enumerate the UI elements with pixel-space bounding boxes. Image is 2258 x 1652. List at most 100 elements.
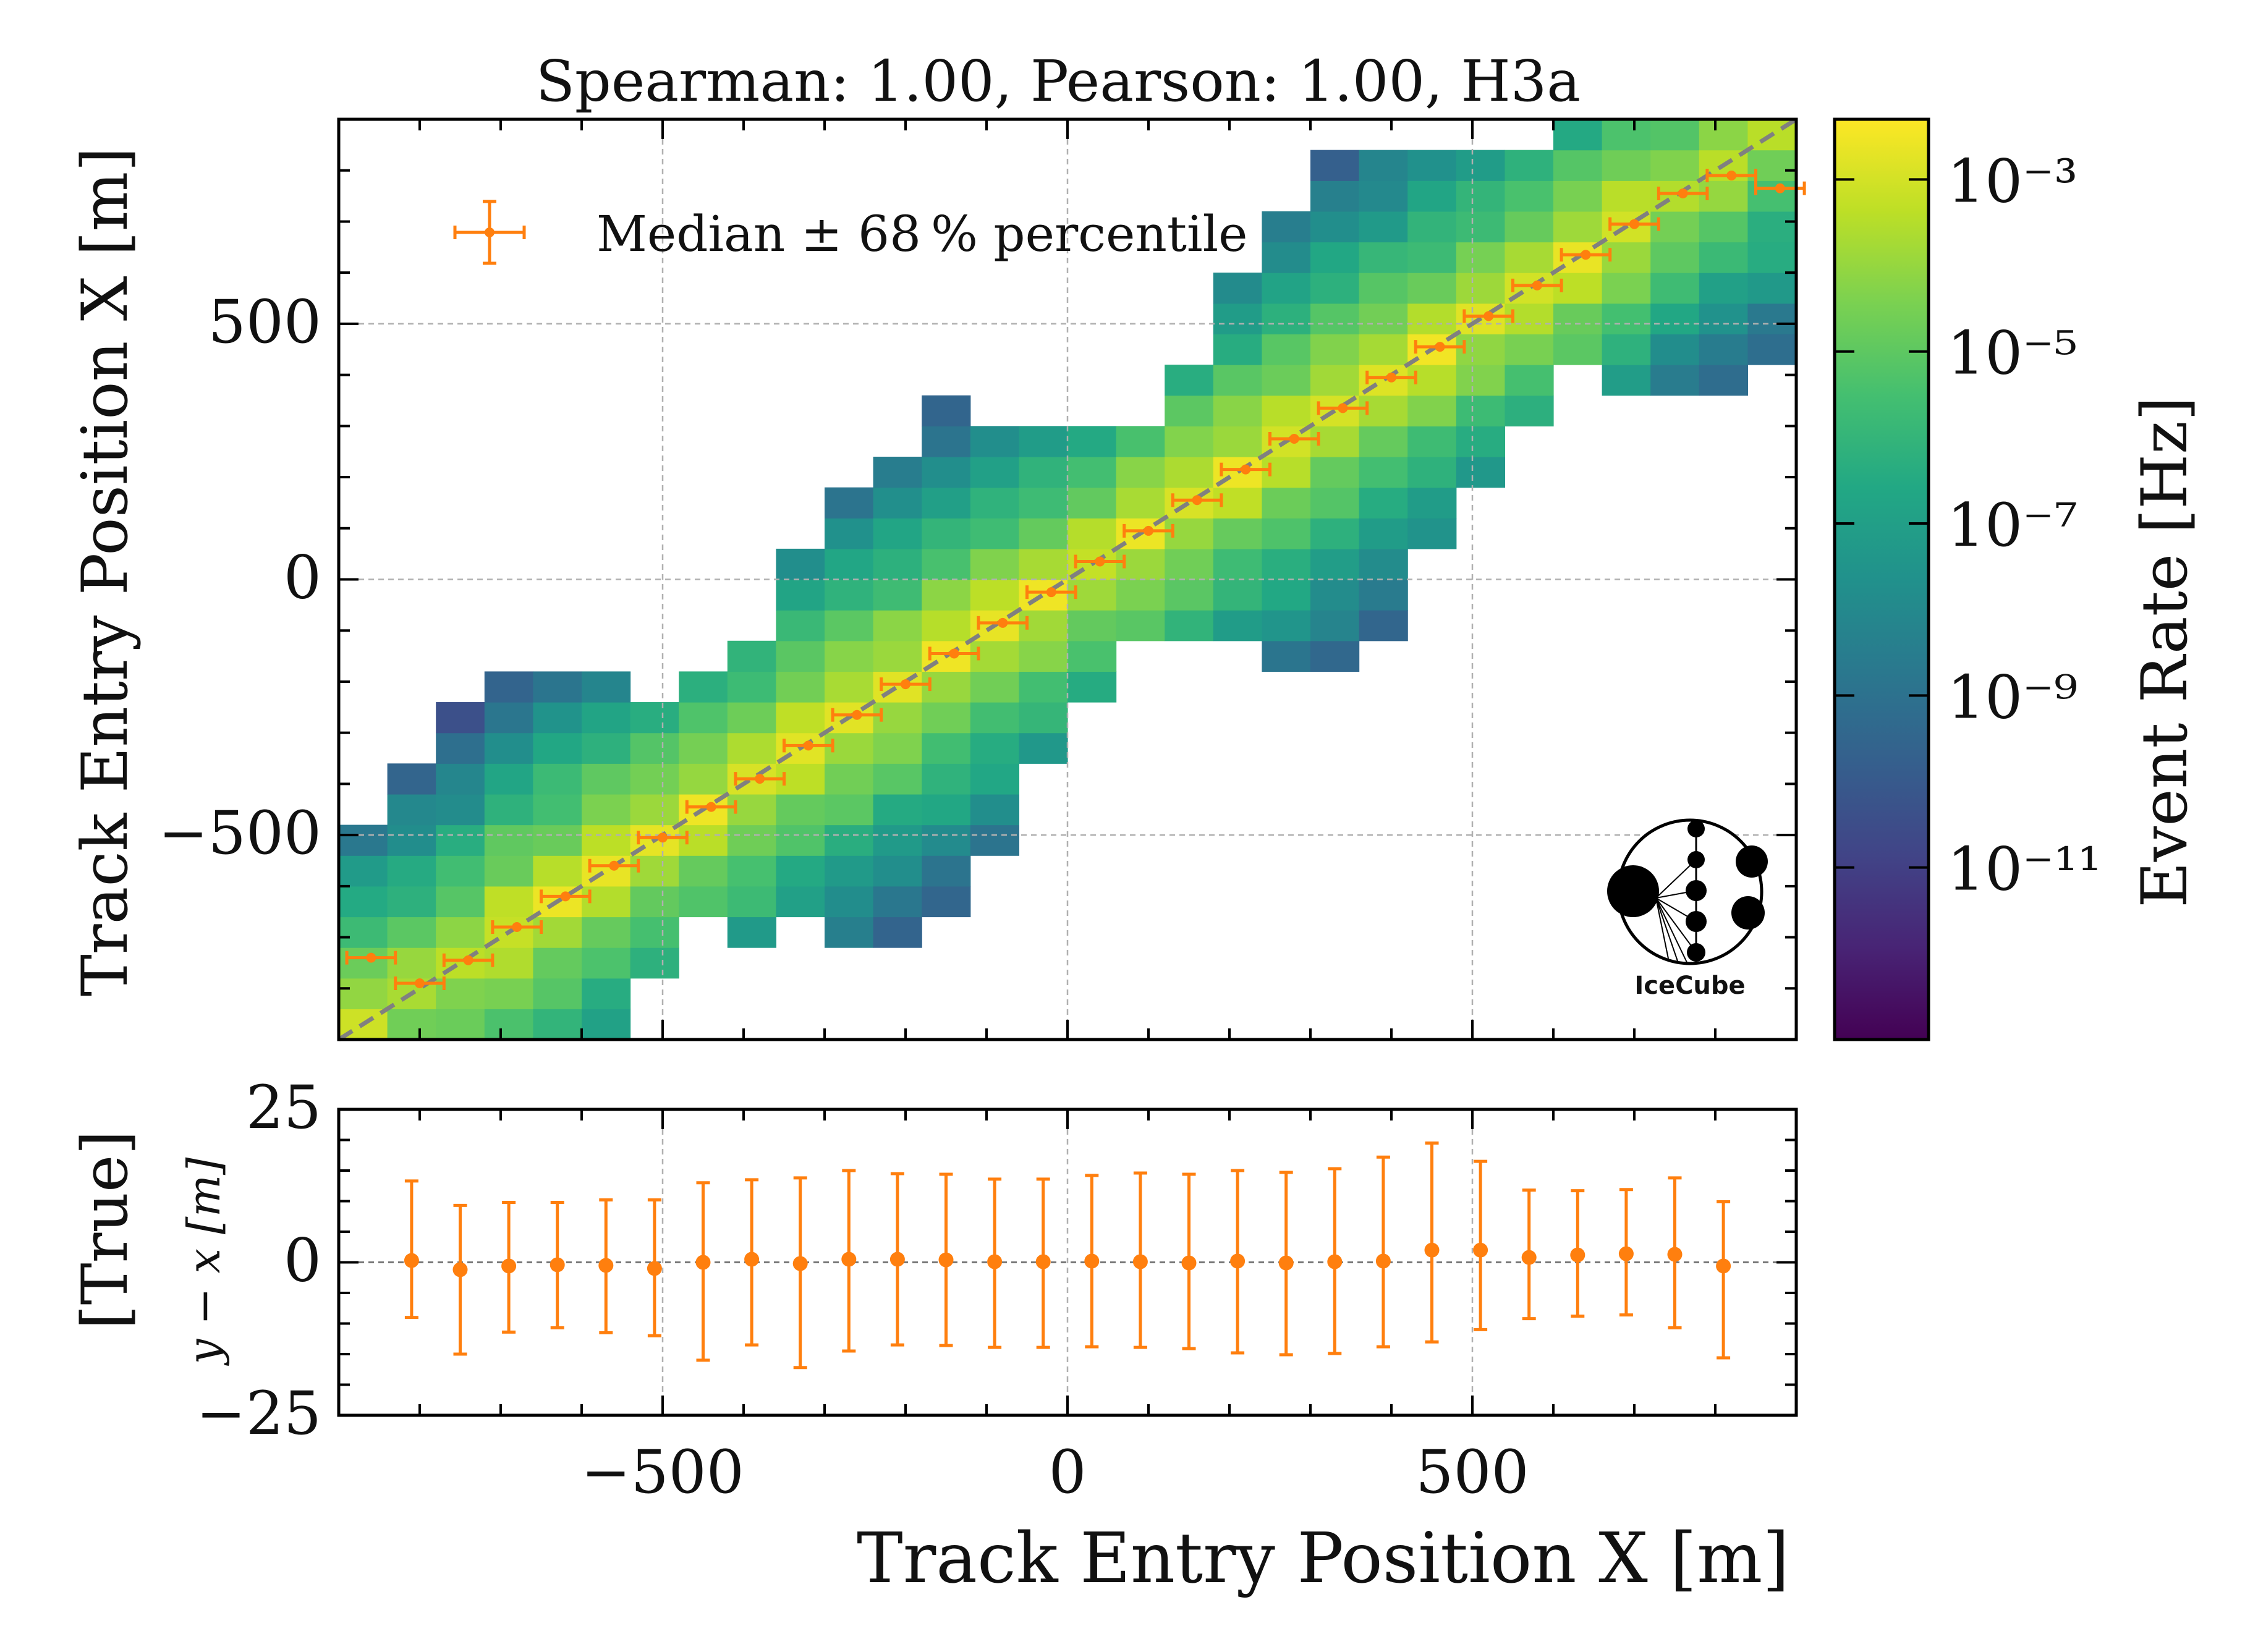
heatmap-cell bbox=[1407, 273, 1457, 304]
heatmap-cell bbox=[1262, 548, 1311, 580]
heatmap-cell bbox=[484, 794, 533, 826]
heatmap-cell bbox=[387, 763, 436, 795]
median-point bbox=[1074, 554, 1126, 569]
colorbar-ticks bbox=[1835, 178, 1929, 869]
heatmap-cell bbox=[825, 579, 874, 611]
heatmap-cell bbox=[970, 487, 1019, 519]
heatmap-cell bbox=[873, 579, 922, 611]
heatmap-cell bbox=[1019, 518, 1068, 549]
heatmap-cell bbox=[1359, 579, 1408, 611]
residual-point bbox=[1035, 1177, 1051, 1349]
heatmap-cell bbox=[1019, 702, 1068, 734]
heatmap-cell bbox=[1116, 426, 1165, 457]
heatmap-cell bbox=[1310, 334, 1360, 365]
heatmap-cell bbox=[679, 763, 728, 795]
heatmap-cell bbox=[825, 824, 874, 856]
heatmap-cell bbox=[970, 824, 1019, 856]
median-point bbox=[394, 976, 446, 991]
heatmap-cell bbox=[922, 824, 971, 856]
heatmap-cell bbox=[1650, 334, 1700, 365]
heatmap-cell bbox=[970, 518, 1019, 549]
median-point bbox=[442, 953, 494, 967]
heatmap-cell bbox=[1359, 242, 1408, 273]
heatmap-cell bbox=[873, 456, 922, 488]
heatmap-cell bbox=[679, 732, 728, 764]
legend-entry: Median ± 68 % percentile bbox=[596, 205, 1248, 263]
heatmap-cell bbox=[1407, 487, 1457, 519]
heatmap-cell bbox=[484, 732, 533, 764]
heatmap-cell bbox=[970, 548, 1019, 580]
heatmap-cell bbox=[1505, 365, 1554, 396]
heatmap-cell bbox=[1602, 150, 1651, 181]
heatmap-cell bbox=[1505, 395, 1554, 426]
median-point bbox=[880, 677, 932, 692]
residual-y-tick-labels: 25 0 −25 bbox=[196, 1073, 321, 1448]
heatmap-cell bbox=[436, 732, 485, 764]
heatmap-cell bbox=[1699, 119, 1748, 151]
x-tick-label: −500 bbox=[581, 1438, 744, 1507]
heatmap-cell bbox=[1407, 456, 1457, 488]
heatmap-cell bbox=[1553, 119, 1603, 151]
median-point bbox=[345, 951, 397, 965]
heatmap-cell bbox=[1456, 180, 1505, 212]
heatmap-cell bbox=[387, 886, 436, 918]
residual-point bbox=[1132, 1171, 1148, 1349]
heatmap-cell bbox=[776, 824, 825, 856]
heatmap-cell bbox=[825, 794, 874, 826]
heatmap-cell bbox=[825, 917, 874, 948]
heatmap-cell bbox=[484, 824, 533, 856]
residual-point bbox=[987, 1177, 1003, 1349]
heatmap-cell bbox=[387, 917, 436, 948]
heatmap-cell bbox=[1747, 211, 1797, 243]
residual-point bbox=[1375, 1155, 1391, 1349]
heatmap-cell bbox=[1067, 426, 1117, 457]
heatmap-cell bbox=[970, 671, 1019, 703]
heatmap-cell bbox=[1262, 211, 1311, 243]
heatmap-cell bbox=[582, 824, 631, 856]
main-y-tick-labels: −500 0 500 bbox=[158, 287, 321, 868]
heatmap-cell bbox=[1505, 150, 1554, 181]
heatmap-cell bbox=[873, 855, 922, 887]
heatmap-cell bbox=[825, 640, 874, 672]
heatmap-cell bbox=[533, 1009, 582, 1040]
median-point bbox=[637, 831, 689, 845]
heatmap-cell bbox=[630, 947, 679, 979]
heatmap-cell bbox=[1213, 303, 1262, 335]
heatmap-cell bbox=[1213, 518, 1262, 549]
heatmap-cell bbox=[1747, 242, 1797, 273]
heatmap-cell bbox=[825, 610, 874, 642]
heatmap-cell bbox=[1456, 456, 1505, 488]
median-point bbox=[1123, 523, 1174, 538]
heatmap-cell bbox=[922, 579, 971, 611]
median-point bbox=[1365, 370, 1417, 384]
median-point bbox=[1171, 493, 1223, 507]
heatmap-cell bbox=[1262, 518, 1311, 549]
colorbar-tick-label: 10⁻¹¹ bbox=[1947, 835, 2102, 904]
heatmap-cell bbox=[776, 579, 825, 611]
heatmap-cell bbox=[484, 886, 533, 918]
chart-title: Spearman: 1.00, Pearson: 1.00, H3a bbox=[536, 48, 1581, 114]
heatmap-cell bbox=[1213, 273, 1262, 304]
heatmap-cell bbox=[436, 763, 485, 795]
heatmap-cell bbox=[922, 855, 971, 887]
heatmap-cell bbox=[1262, 303, 1311, 335]
heatmap-cell bbox=[1165, 395, 1214, 426]
median-point bbox=[977, 616, 1029, 630]
heatmap-cell bbox=[582, 917, 631, 948]
heatmap-cell bbox=[1359, 518, 1408, 549]
heatmap-cell bbox=[533, 702, 582, 734]
legend: Median ± 68 % percentile bbox=[453, 200, 1248, 265]
heatmap-cell bbox=[970, 579, 1019, 611]
heatmap-cell bbox=[436, 702, 485, 734]
heatmap-cell bbox=[776, 886, 825, 918]
heatmap-cell bbox=[1359, 334, 1408, 365]
colorbar-label: Event Rate [Hz] bbox=[2128, 396, 2202, 908]
heatmap-cell bbox=[1359, 456, 1408, 488]
heatmap-cell bbox=[484, 978, 533, 1009]
heatmap-cell bbox=[1019, 426, 1068, 457]
heatmap-cell bbox=[1067, 487, 1117, 519]
heatmap-cell bbox=[1553, 150, 1603, 181]
heatmap-cell bbox=[825, 763, 874, 795]
heatmap-cell bbox=[922, 548, 971, 580]
